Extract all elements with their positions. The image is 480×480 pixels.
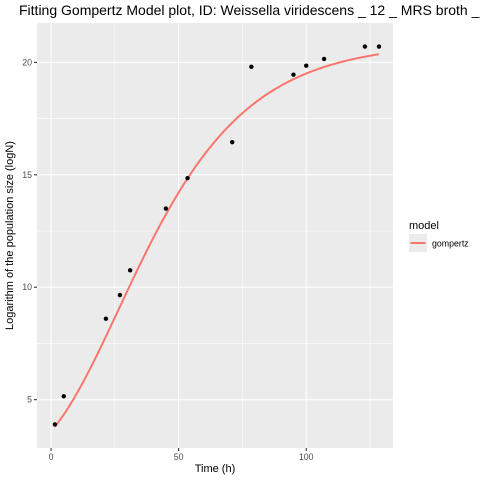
axis-ticks: 0 50 100 5 10 15 20: [22, 57, 313, 462]
data-point: [127, 268, 133, 273]
gompertz-fit-line: [54, 53, 380, 428]
data-point: [230, 139, 235, 145]
y-tick-label: 20: [22, 57, 32, 67]
data-points: [52, 44, 382, 427]
data-point: [376, 44, 382, 49]
x-tick-label: 50: [174, 452, 184, 462]
y-tick-label: 10: [22, 282, 32, 292]
minor-gridlines: [37, 23, 393, 448]
x-axis-label: Time (h): [195, 463, 236, 475]
chart-title: Fitting Gompertz Model plot, ID: Weissel…: [19, 2, 480, 18]
data-point: [117, 292, 123, 298]
y-axis-label: Logarithm of the population size (logN): [4, 141, 16, 330]
data-point: [249, 64, 254, 70]
data-point: [163, 206, 169, 211]
data-point: [321, 56, 327, 62]
plot-panel: [37, 23, 393, 448]
y-tick-label: 15: [22, 170, 32, 180]
data-point: [185, 175, 190, 181]
fit-layer: [54, 53, 380, 428]
x-tick-label: 100: [299, 452, 314, 462]
major-gridlines: [37, 23, 393, 448]
legend-label-gompertz: gompertz: [432, 239, 469, 249]
legend: model gompertz: [409, 220, 469, 252]
y-tick-label: 5: [27, 395, 32, 405]
data-point: [103, 316, 109, 321]
data-point: [52, 422, 58, 427]
data-point: [61, 394, 66, 399]
data-point: [304, 63, 309, 68]
legend-title: model: [409, 220, 439, 232]
data-point: [291, 72, 296, 77]
x-tick-label: 0: [49, 452, 54, 462]
data-point: [362, 44, 368, 49]
